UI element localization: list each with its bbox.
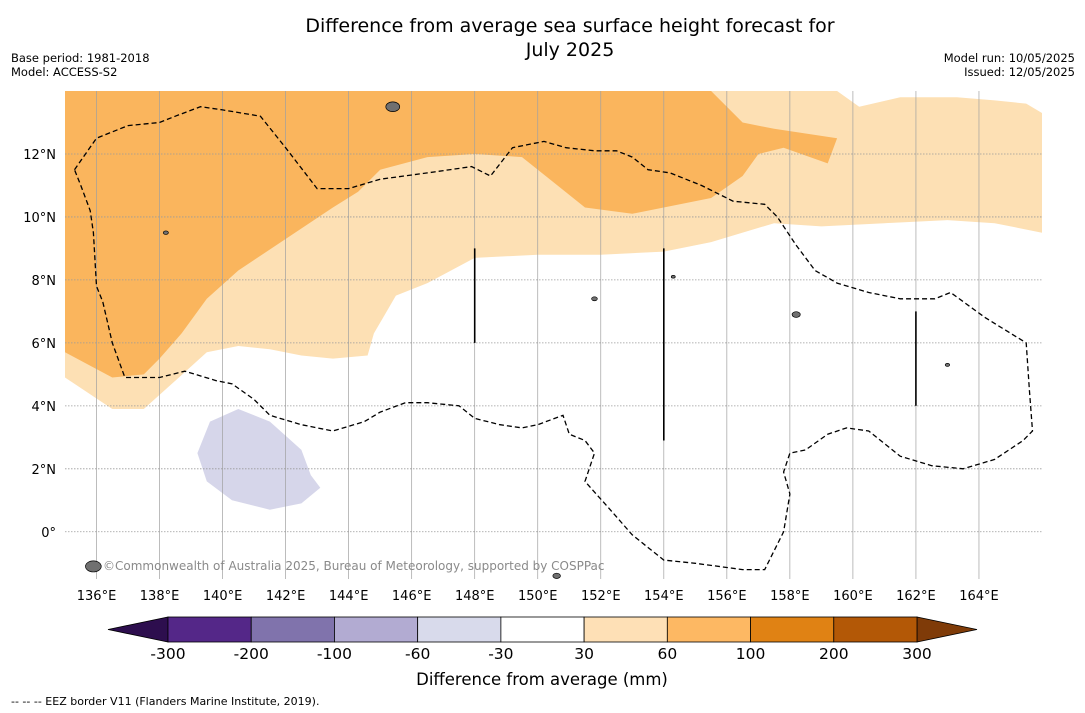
- anomaly-regions: [65, 91, 1042, 510]
- model-run-label: Model run: 10/05/2025: [943, 51, 1075, 65]
- longitude-tick-label: 140°E: [203, 589, 243, 604]
- colorbar-bin: [417, 616, 502, 643]
- colorbar-bin: [167, 616, 252, 643]
- colorbar-bin: [500, 616, 585, 643]
- latitude-tick-label: 4°N: [32, 400, 57, 415]
- latitude-tick-label: 10°N: [23, 211, 56, 226]
- copyright-text: ©Commonwealth of Australia 2025, Bureau …: [103, 559, 605, 573]
- longitude-tick-label: 136°E: [77, 589, 117, 604]
- colorbar-tick-label: -100: [317, 645, 352, 663]
- longitude-tick-label: 158°E: [770, 589, 810, 604]
- longitude-tick-label: 148°E: [455, 589, 495, 604]
- negative-60-to-30-region: [197, 409, 321, 510]
- island-shape: [162, 230, 169, 235]
- model-label: Model: ACCESS-S2: [11, 65, 118, 79]
- eez-legend-footer: -- -- -- EEZ border V11 (Flanders Marine…: [11, 695, 320, 708]
- colorbar-tick-label: 300: [902, 645, 932, 663]
- longitude-tick-label: 156°E: [707, 589, 747, 604]
- islands: [85, 101, 951, 579]
- colorbar-bin: [583, 616, 668, 643]
- colorbar-tick-label: -60: [405, 645, 430, 663]
- colorbar-bin: [750, 616, 835, 643]
- colorbar-tick-label: -300: [150, 645, 185, 663]
- colorbar-bin: [334, 616, 419, 643]
- colorbar-tick-label: 30: [574, 645, 594, 663]
- longitude-tick-label: 164°E: [959, 589, 999, 604]
- colorbar-bin: [833, 616, 918, 643]
- base-period-label: Base period: 1981-2018: [11, 51, 150, 65]
- island-shape: [670, 275, 676, 279]
- latitude-tick-label: 2°N: [32, 463, 57, 478]
- colorbar-title: Difference from average (mm): [416, 670, 668, 689]
- metadata-right: Model run: 10/05/2025 Issued: 12/05/2025: [944, 51, 1075, 79]
- island-shape: [85, 560, 102, 573]
- title-line-1: Difference from average sea surface heig…: [305, 15, 835, 37]
- graticule: [65, 91, 1042, 579]
- longitude-tick-label: 152°E: [581, 589, 621, 604]
- issued-label: Issued: 12/05/2025: [964, 65, 1075, 79]
- latitude-tick-label: 6°N: [32, 337, 57, 352]
- island-shape: [591, 296, 598, 302]
- longitude-tick-label: 138°E: [140, 589, 180, 604]
- colorbar-tick-label: 200: [819, 645, 849, 663]
- island-shape: [385, 101, 401, 112]
- longitude-tick-label: 160°E: [833, 589, 873, 604]
- latitude-tick-label: 0°: [41, 526, 56, 541]
- island-shape: [552, 572, 561, 579]
- colorbar-tick-label: 100: [736, 645, 766, 663]
- metadata-left: Base period: 1981-2018 Model: ACCESS-S2: [11, 51, 150, 79]
- colorbar-bin: [250, 616, 335, 643]
- longitude-tick-label: 146°E: [392, 589, 432, 604]
- chart-title: Difference from average sea surface heig…: [220, 14, 920, 62]
- colorbar-min-extension: [107, 616, 169, 643]
- positive-60-to-100-region: [65, 91, 838, 378]
- longitude-tick-label: 162°E: [896, 589, 936, 604]
- colorbar: -300 -200 -100 -60 -30 30 60 100 200 300 Differenc…: [107, 616, 978, 689]
- longitude-tick-label: 142°E: [266, 589, 306, 604]
- longitude-tick-label: 154°E: [644, 589, 684, 604]
- eez-borders: [73, 106, 1034, 571]
- longitude-tick-label: 144°E: [329, 589, 369, 604]
- title-line-2: July 2025: [525, 39, 615, 61]
- island-shape: [791, 311, 801, 318]
- colorbar-bin: [666, 616, 751, 643]
- longitude-tick-label: 150°E: [518, 589, 558, 604]
- latitude-tick-label: 12°N: [23, 148, 56, 163]
- colorbar-tick-label: -200: [234, 645, 269, 663]
- axis-tick-labels: 136°E 138°E 140°E 142°E 144°E 146°E 148°E 150°E…: [23, 148, 999, 604]
- colorbar-tick-label: -30: [488, 645, 513, 663]
- colorbar-tick-label: 60: [657, 645, 677, 663]
- latitude-tick-label: 8°N: [32, 274, 57, 289]
- island-shape: [944, 363, 951, 367]
- eez-border-line: [73, 106, 1034, 571]
- colorbar-max-extension: [916, 616, 978, 643]
